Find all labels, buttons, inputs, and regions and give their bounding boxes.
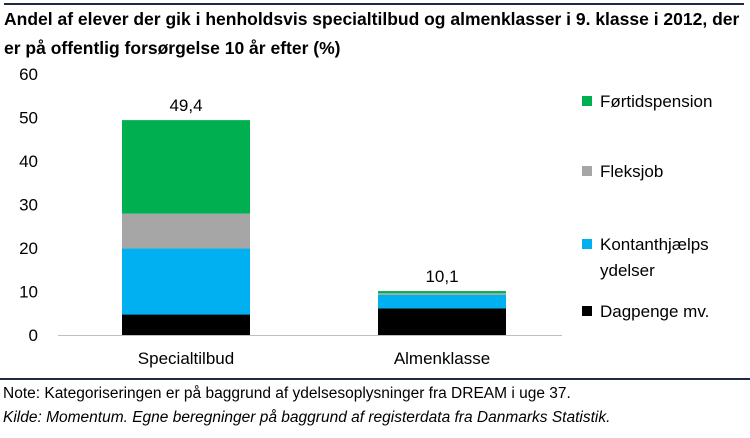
y-tick-label: 60 — [19, 65, 38, 84]
y-tick-label: 50 — [19, 109, 38, 128]
bar-segment-dagpenge-mv- — [378, 308, 506, 335]
legend-label: Dagpenge mv. — [600, 302, 709, 321]
x-tick-label: Almenklasse — [394, 349, 490, 368]
legend-swatch — [582, 166, 592, 176]
bar-segment-fleksjob — [122, 213, 250, 249]
y-tick-label: 0 — [29, 326, 38, 345]
y-tick-label: 20 — [19, 239, 38, 258]
chart-title: Andel af elever der gik i henholdsvis sp… — [4, 3, 744, 63]
bar-segment-fleksjob — [378, 293, 506, 295]
y-tick-label: 30 — [19, 196, 38, 215]
x-tick-label: Specialtilbud — [138, 349, 234, 368]
y-tick-label: 40 — [19, 152, 38, 171]
bar-segment-dagpenge-mv- — [122, 314, 250, 335]
data-label-total: 49,4 — [169, 96, 202, 115]
bar-segment-kontanthjælps-ydelser — [378, 294, 506, 309]
legend-label: Førtidspension — [600, 92, 712, 111]
divider — [0, 378, 750, 380]
bar-segment-førtidspension — [378, 291, 506, 294]
bar-segment-kontanthjælps-ydelser — [122, 248, 250, 315]
y-tick-label: 10 — [19, 283, 38, 302]
legend-label: ydelser — [600, 261, 655, 280]
legend-swatch — [582, 239, 592, 249]
legend-swatch — [582, 306, 592, 316]
chart: 0 10 20 30 40 50 60 49,4 Specialtilbud 10,1 Almenk… — [19, 65, 712, 368]
legend-swatch — [582, 96, 592, 106]
bar-segment-førtidspension — [122, 120, 250, 214]
legend-label: Kontanthjælps — [600, 235, 709, 254]
data-label-total: 10,1 — [425, 267, 458, 286]
note-text: Note: Kategoriseringen er på baggrund af… — [3, 385, 571, 402]
legend-label: Fleksjob — [600, 162, 663, 181]
source-text: Kilde: Momentum. Egne beregninger på bag… — [3, 409, 611, 426]
